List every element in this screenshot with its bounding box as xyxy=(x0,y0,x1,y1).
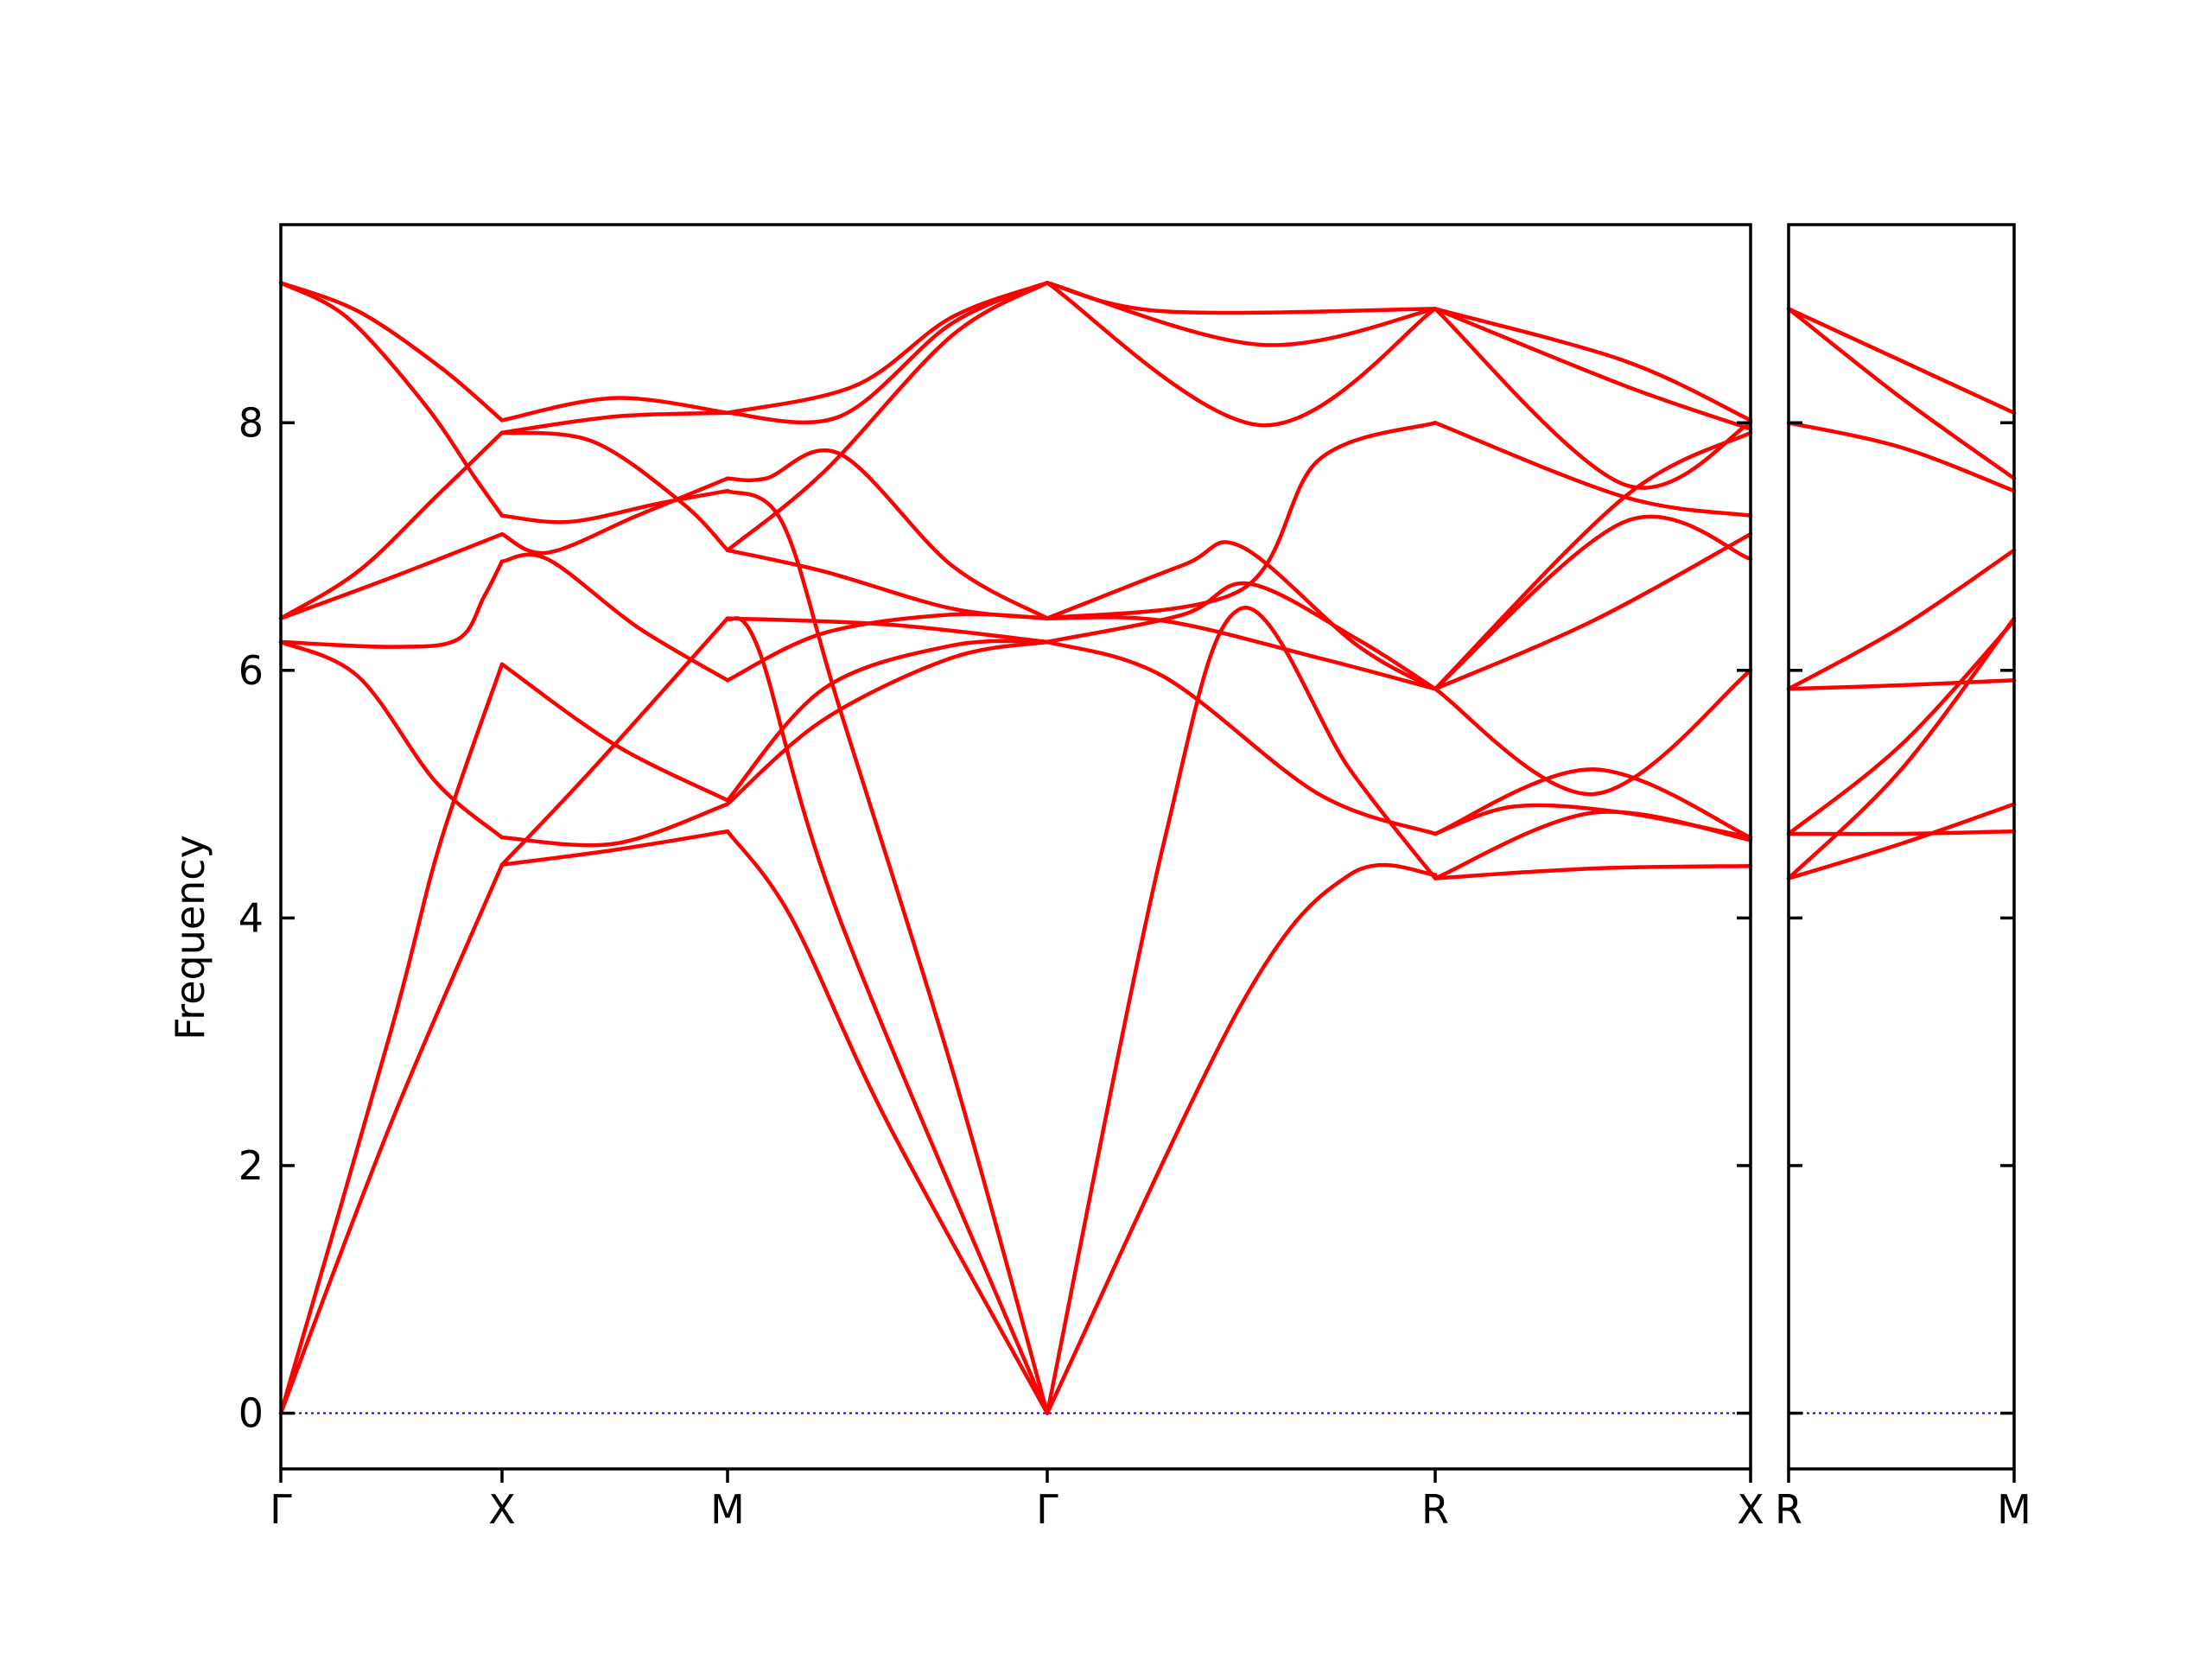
phonon-branch-main-seg3-3 xyxy=(1045,615,1438,691)
phonon-branch-main-seg0-6 xyxy=(278,281,505,423)
y-tick-label: 0 xyxy=(238,1390,264,1437)
phonon-branch-main-seg4-2 xyxy=(1433,803,1753,840)
phonon-branch-inset-seg0-3 xyxy=(1786,619,2017,836)
phonon-branch-main-seg4-9 xyxy=(1433,307,1753,490)
phonon-branch-main-seg0-7 xyxy=(278,281,505,518)
phonon-branch-main-seg4-11 xyxy=(1433,307,1753,423)
x-tick-label: Γ xyxy=(1036,1486,1058,1533)
phonon-branch-main-seg3-1 xyxy=(1045,606,1438,1415)
phonon-branch-inset-seg0-7 xyxy=(1786,307,2017,480)
phonon-branch-main-seg1-0 xyxy=(499,829,730,868)
phonon-branch-main-seg1-9 xyxy=(499,430,730,553)
phonon-branch-main-seg0-3 xyxy=(278,639,505,840)
x-tick-label: R xyxy=(1421,1486,1449,1533)
phonon-branch-main-seg3-6 xyxy=(1045,421,1438,620)
phonon-branch-main-seg2-4 xyxy=(725,639,1050,803)
phonon-branch-main-seg2-1 xyxy=(725,616,1050,1415)
x-tick-label: M xyxy=(710,1486,745,1533)
phonon-branch-main-seg1-2 xyxy=(499,616,730,868)
phonon-branch-main-seg0-5 xyxy=(278,430,505,620)
phonon-branch-main-seg2-7 xyxy=(725,548,1050,620)
y-tick-label: 4 xyxy=(238,894,264,941)
phonon-branch-main-seg4-3 xyxy=(1433,767,1753,840)
phonon-branch-main-seg0-2 xyxy=(278,559,505,649)
phonon-branch-main-seg2-6 xyxy=(725,616,1050,645)
phonon-branch-main-seg0-0 xyxy=(278,662,505,1415)
phonon-branch-main-seg1-6 xyxy=(499,410,730,435)
y-tick-label: 8 xyxy=(238,399,264,446)
phonon-branch-inset-seg0-0 xyxy=(1786,616,2017,880)
x-tick-label: R xyxy=(1775,1486,1802,1533)
phonon-branch-main-seg3-9 xyxy=(1045,281,1438,315)
phonon-branch-main-seg4-7 xyxy=(1433,430,1753,691)
plot-frame-main xyxy=(279,223,1752,1471)
phonon-branch-main-seg3-5 xyxy=(1045,540,1438,691)
phonon-branch-main-seg4-5 xyxy=(1433,531,1753,691)
x-tick-label: Γ xyxy=(270,1486,292,1533)
y-tick-label: 6 xyxy=(238,647,264,694)
phonon-branch-inset-seg0-5 xyxy=(1786,548,2017,691)
plot-frame-inset xyxy=(1787,223,2016,1471)
phonon-branch-inset-seg0-1 xyxy=(1786,802,2017,880)
phonon-branch-inset-seg0-4 xyxy=(1786,678,2017,691)
x-tick-label: X xyxy=(1737,1486,1764,1533)
phonon-branch-main-seg3-8 xyxy=(1045,281,1438,428)
phonon-branch-main-seg2-2 xyxy=(725,488,1050,1415)
phonon-branch-main-seg4-0 xyxy=(1433,863,1753,880)
phonon-branch-main-seg0-4 xyxy=(278,531,505,620)
phonon-branch-main-seg2-9 xyxy=(725,281,1050,553)
y-tick-label: 2 xyxy=(238,1142,264,1189)
x-tick-label: M xyxy=(1997,1486,2031,1533)
phonon-branch-main-seg1-8 xyxy=(499,396,730,423)
phonon-branch-main-seg1-5 xyxy=(499,476,730,556)
phonon-branch-main-seg1-1 xyxy=(499,802,730,848)
phonon-branch-main-seg2-0 xyxy=(725,829,1050,1415)
phonon-branch-main-seg1-4 xyxy=(499,552,730,683)
phonon-branch-inset-seg0-6 xyxy=(1786,421,2017,493)
x-tick-label: X xyxy=(488,1486,516,1533)
phonon-branch-inset-seg0-8 xyxy=(1786,307,2017,416)
phonon-branch-main-seg4-6 xyxy=(1433,514,1753,691)
phonon-branch-main-seg3-2 xyxy=(1045,639,1438,836)
phonon-branch-main-seg4-4 xyxy=(1433,668,1753,797)
phonon-branch-main-seg2-3 xyxy=(725,639,1050,806)
phonon-branch-inset-seg0-2 xyxy=(1786,829,2017,836)
phonon-branch-main-seg3-0 xyxy=(1045,862,1438,1415)
phonon-branch-main-seg4-10 xyxy=(1433,307,1753,431)
phonon-branch-main-seg2-11 xyxy=(725,281,1050,416)
phonon-branch-main-seg2-8 xyxy=(725,448,1050,620)
phonon-branch-main-seg1-7 xyxy=(499,488,730,524)
y-axis-title: Frequency xyxy=(167,835,213,1040)
phonon-branch-main-seg4-8 xyxy=(1433,421,1753,518)
phonon-branch-main-seg0-1 xyxy=(278,862,505,1415)
bands-layer xyxy=(278,281,2017,1415)
phonon-branch-main-seg1-3 xyxy=(499,662,730,803)
